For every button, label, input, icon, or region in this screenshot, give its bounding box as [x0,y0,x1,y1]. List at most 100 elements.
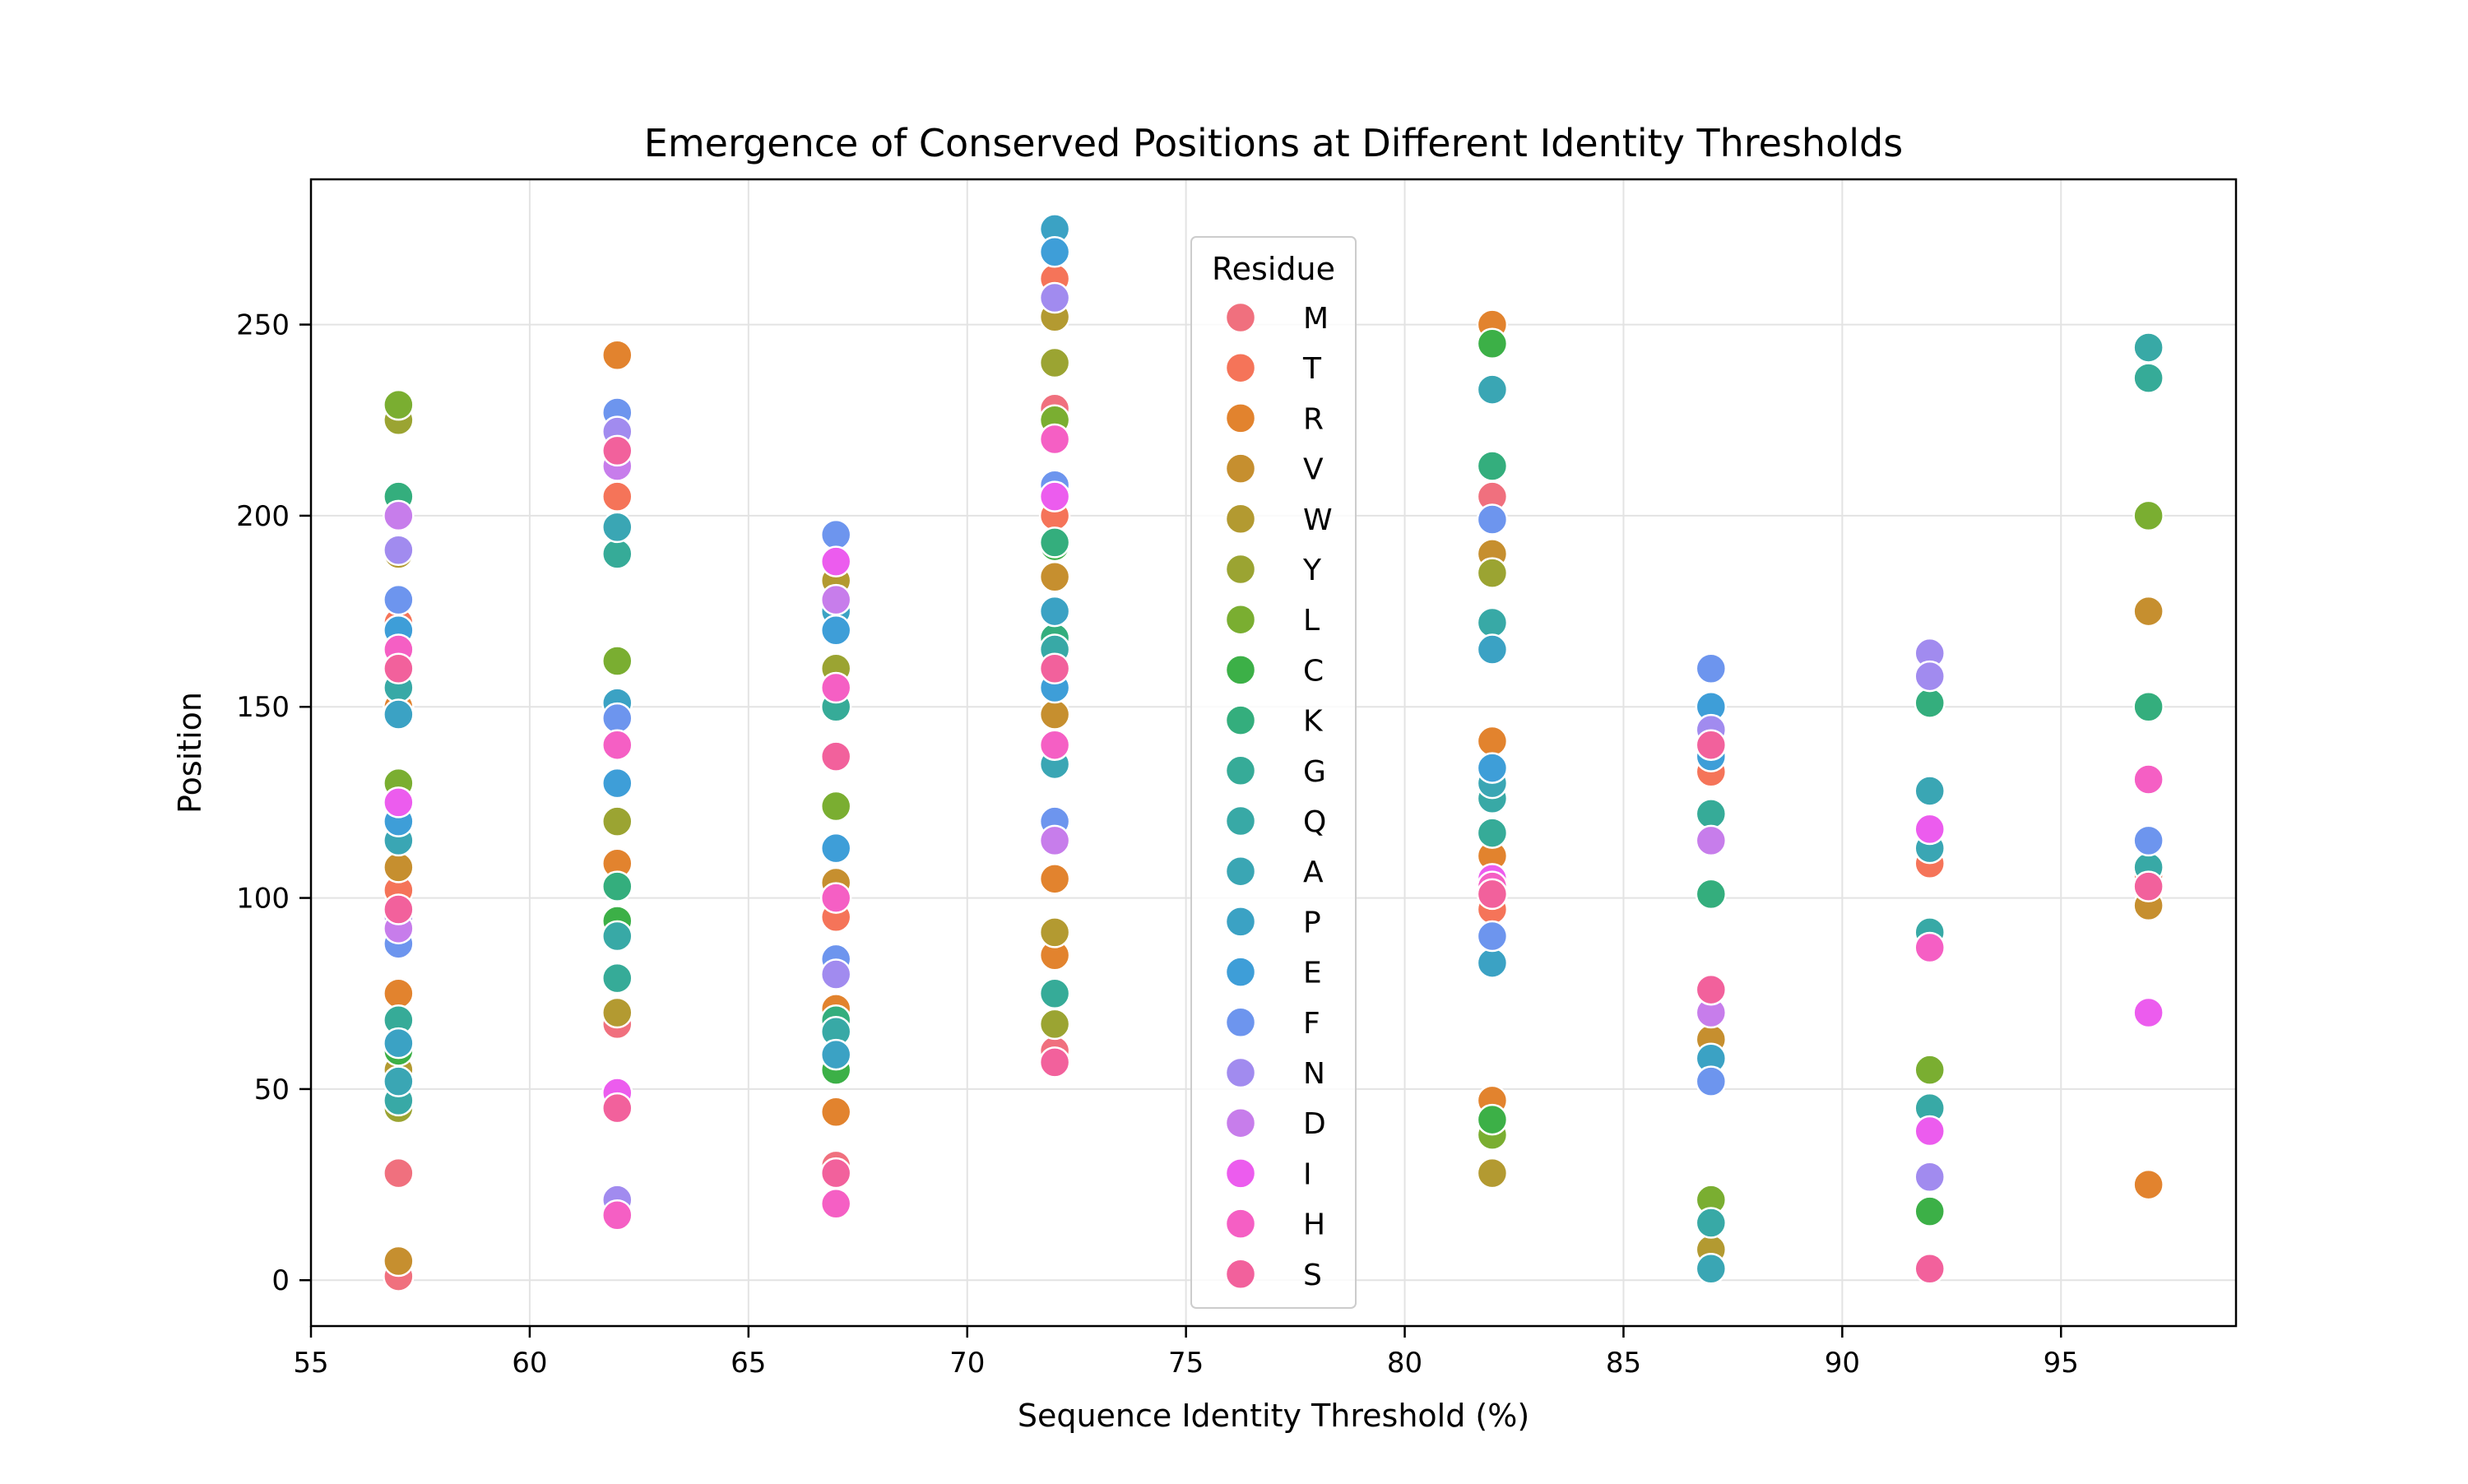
data-point-r [1476,725,1509,758]
legend-label: K [1303,705,1324,739]
data-point-f [1695,1065,1728,1097]
data-point-v [383,1245,415,1278]
legend-label: I [1303,1157,1312,1191]
legend-marker [1224,1157,1257,1190]
data-point-s [819,1157,852,1190]
data-point-s [601,1092,633,1125]
data-point-i [1914,813,1946,846]
data-point-a [1476,373,1509,406]
data-point-p [383,698,415,730]
data-point-g [2132,362,2164,394]
data-point-k [1695,878,1728,911]
legend-label: M [1303,302,1329,336]
legend-marker [1224,452,1257,485]
data-point-e [819,614,852,647]
legend-marker [1224,402,1257,434]
x-tick-label: 90 [1825,1347,1860,1380]
legend-label: Q [1303,805,1326,839]
data-point-l [1914,1054,1946,1086]
data-point-s [383,893,415,925]
x-axis-label: Sequence Identity Threshold (%) [1018,1398,1529,1434]
legend-label: W [1303,503,1333,537]
data-point-l [383,388,415,421]
data-point-f [1476,503,1509,536]
data-point-e [601,767,633,800]
legend-label: E [1303,957,1322,990]
data-point-p [1476,633,1509,665]
legend-label: D [1303,1107,1326,1141]
legend-label: G [1303,755,1326,789]
x-tick-label: 70 [949,1347,985,1380]
data-point-w [601,996,633,1029]
data-point-n [819,958,852,990]
legend-marker [1224,1258,1257,1291]
data-point-h [819,671,852,704]
x-tick-label: 75 [1168,1347,1204,1380]
data-point-f [1695,652,1728,685]
data-point-l [819,790,852,823]
data-point-g [1476,817,1509,849]
legend-label: N [1303,1057,1325,1091]
data-point-h [819,1188,852,1220]
data-point-q [2132,332,2164,364]
x-tick-label: 85 [1606,1347,1641,1380]
data-point-w [1476,1157,1509,1190]
legend-marker [1224,553,1257,586]
data-point-g [601,538,633,570]
legend-label: Y [1302,554,1322,587]
data-point-s [1695,973,1728,1006]
data-points [383,213,2164,1292]
legend-marker [1224,654,1257,686]
data-point-n [1038,281,1071,314]
y-tick-label: 200 [236,500,290,533]
data-point-v [2132,595,2164,628]
data-point-w [1038,916,1071,948]
data-point-d [383,499,415,532]
data-point-i [2132,996,2164,1029]
y-tick-label: 150 [236,691,290,724]
y-tick-label: 100 [236,883,290,916]
data-point-f [819,518,852,551]
legend-label: P [1303,906,1321,939]
x-tick-label: 55 [293,1347,328,1380]
data-point-e [1038,236,1071,268]
y-tick-label: 50 [254,1074,290,1106]
legend-marker [1224,855,1257,888]
plot-frame [309,178,2238,1328]
chart-title: Emergence of Conserved Positions at Diff… [644,121,1903,165]
data-point-g [1038,977,1071,1009]
data-point-h [819,882,852,914]
legend-label: C [1303,654,1324,688]
data-point-y [1038,1008,1071,1041]
data-point-f [383,583,415,616]
legend-marker [1224,805,1257,837]
data-point-q [601,920,633,953]
data-point-c [1476,1103,1509,1136]
data-point-h [1038,423,1071,456]
data-point-n [1914,1161,1946,1194]
y-tick-label: 0 [271,1264,290,1297]
legend-marker [1224,603,1257,636]
data-point-r [601,339,633,371]
data-point-v [1038,561,1071,593]
axes: 55 60 65 70 75 80 85 90 95 0 50 100 150 200 250 [236,309,2079,1380]
data-point-s [1038,1046,1071,1078]
data-point-a [601,511,633,544]
legend-label: R [1303,402,1324,436]
legend-marker [1224,1208,1257,1240]
data-point-i [819,545,852,577]
data-point-d [1038,824,1071,857]
legend-marker [1224,351,1257,384]
legend-box [1190,236,1357,1309]
legend-label: V [1303,453,1324,487]
data-point-s [1695,729,1728,761]
data-point-l [2132,499,2164,532]
data-point-s [1914,1253,1946,1285]
data-point-s [2132,870,2164,902]
legend-marker [1224,1006,1257,1039]
data-point-s [383,652,415,685]
x-tick-label: 80 [1387,1347,1422,1380]
